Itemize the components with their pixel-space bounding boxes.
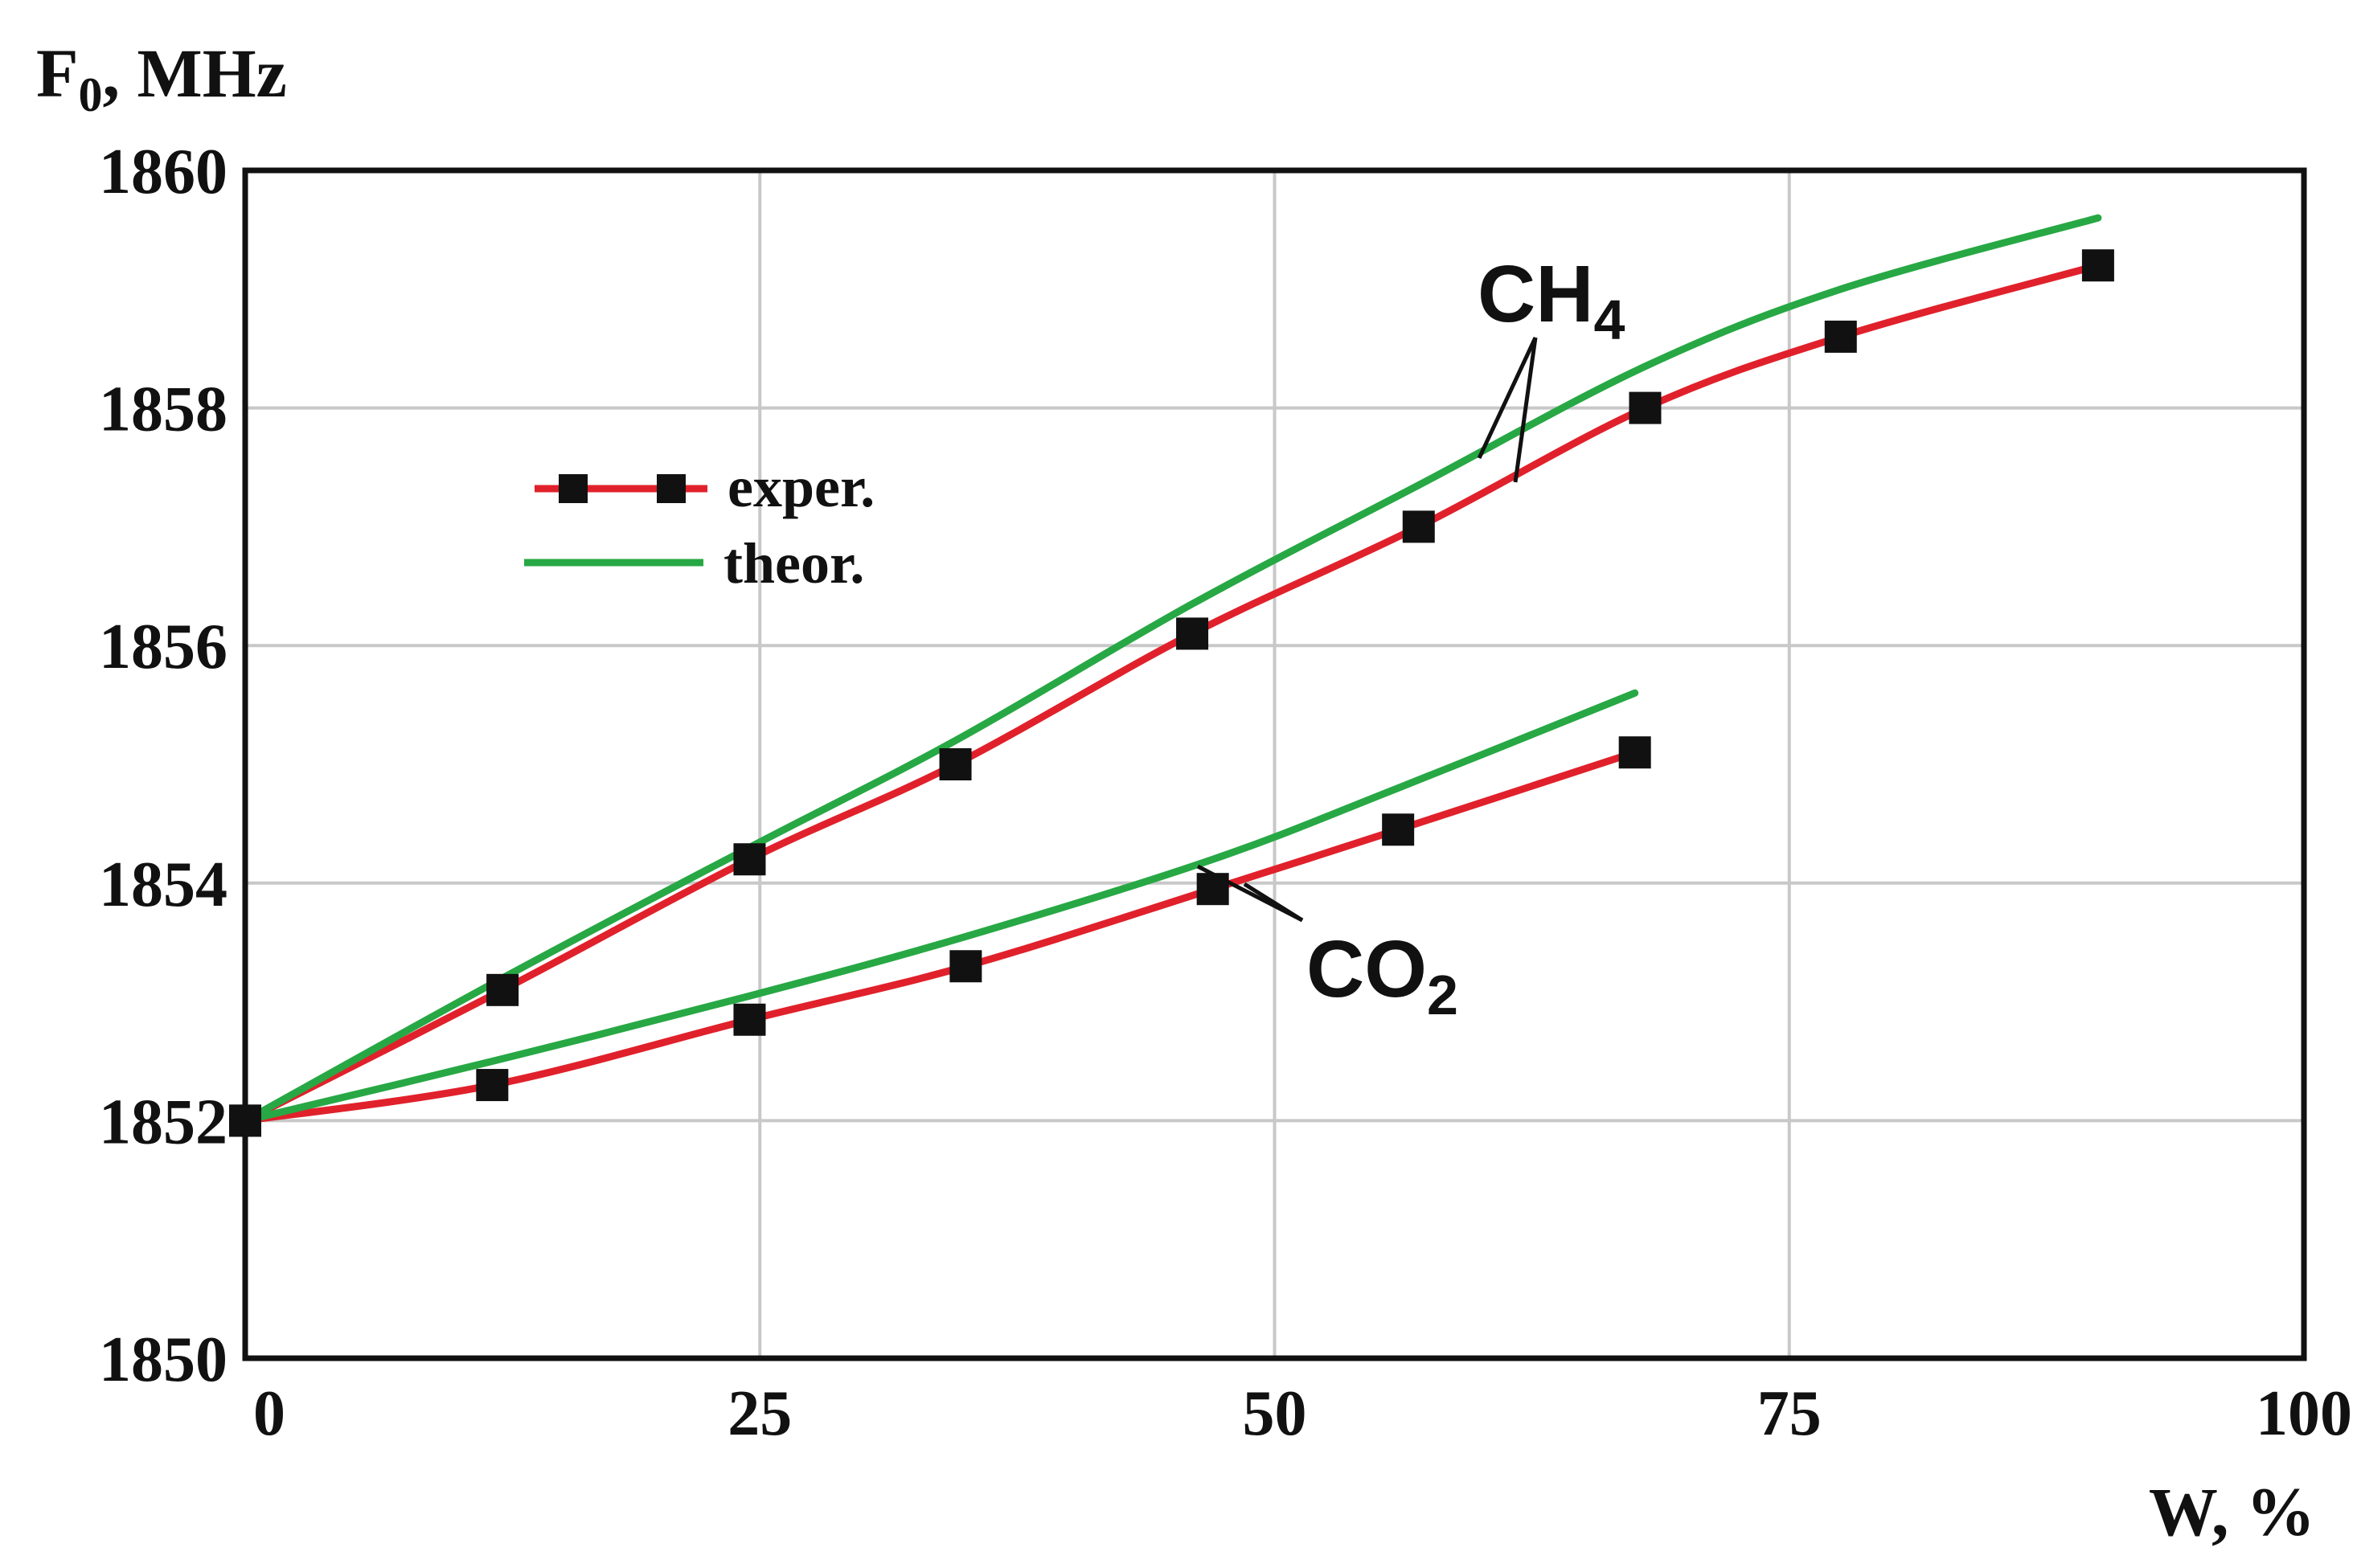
y-axis-label: F0, MHz bbox=[36, 35, 287, 121]
legend: exper. theor. bbox=[524, 455, 875, 596]
ch4-label: CH4 bbox=[1478, 249, 1625, 351]
ch4-annotation: CH4 bbox=[1477, 249, 1625, 483]
y-tick-label: 1852 bbox=[99, 1087, 228, 1157]
y-tick-label: 1858 bbox=[99, 375, 228, 445]
y-tick-label: 1860 bbox=[99, 137, 228, 207]
y-tick-label: 1854 bbox=[99, 850, 228, 920]
data-point-ch4 bbox=[486, 973, 519, 1006]
ch4-pointer-theor bbox=[1477, 336, 1538, 460]
x-tick-label: 25 bbox=[728, 1378, 792, 1449]
x-tick-labels: 0 25 50 75 100 bbox=[253, 1378, 2352, 1449]
data-point-ch4 bbox=[1824, 320, 1857, 353]
data-point-ch4 bbox=[1629, 391, 1662, 424]
y-tick-labels: 1850 1852 1854 1856 1858 1860 bbox=[99, 137, 228, 1395]
legend-exper-marker bbox=[657, 474, 686, 503]
co2-annotation: CO2 bbox=[1196, 864, 1458, 1026]
data-point-co2 bbox=[476, 1069, 509, 1102]
series-line-co2-theor bbox=[241, 689, 1639, 1124]
data-point-ch4 bbox=[733, 843, 766, 876]
legend-exper-label: exper. bbox=[728, 455, 875, 519]
co2-pointer-exper bbox=[1243, 882, 1304, 923]
x-tick-label: 100 bbox=[2256, 1378, 2352, 1449]
co2-label: CO2 bbox=[1306, 924, 1458, 1026]
data-point-ch4 bbox=[2081, 249, 2114, 282]
x-axis-label: W, % bbox=[2149, 1473, 2315, 1550]
data-point-co2 bbox=[949, 950, 982, 983]
series-line-ch4-exper bbox=[241, 261, 2102, 1124]
data-point-ch4 bbox=[1176, 617, 1209, 650]
y-tick-label: 1856 bbox=[99, 612, 228, 682]
series-group bbox=[229, 214, 2114, 1137]
x-tick-label: 75 bbox=[1757, 1378, 1822, 1449]
data-point-co2 bbox=[229, 1104, 261, 1137]
x-tick-label: 50 bbox=[1243, 1378, 1307, 1449]
data-point-ch4 bbox=[939, 748, 972, 780]
legend-exper-marker bbox=[559, 474, 588, 503]
grid-lines bbox=[244, 169, 2306, 1360]
x-tick-label: 0 bbox=[253, 1378, 285, 1449]
legend-theor-label: theor. bbox=[723, 531, 864, 596]
data-point-co2 bbox=[1618, 736, 1651, 769]
plot-frame bbox=[242, 167, 2307, 1361]
data-point-ch4 bbox=[1402, 510, 1435, 543]
data-point-co2 bbox=[733, 1003, 766, 1036]
data-point-co2 bbox=[1382, 813, 1415, 846]
series-line-ch4-theor bbox=[241, 214, 2102, 1124]
ch4-pointer-exper bbox=[1513, 337, 1538, 483]
y-tick-label: 1850 bbox=[99, 1324, 228, 1395]
